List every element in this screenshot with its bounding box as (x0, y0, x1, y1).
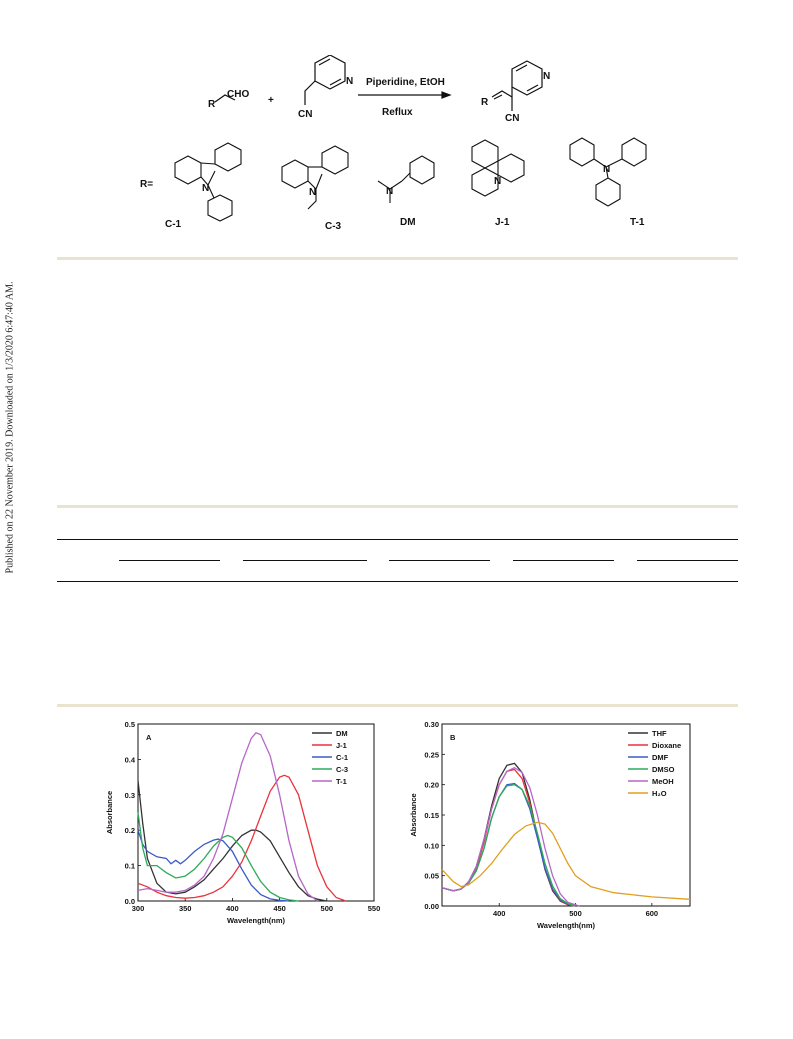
substituent-dm: DM (400, 217, 416, 228)
x-tick-label: 450 (273, 904, 286, 913)
y-tick-label: 0.3 (125, 791, 135, 800)
y-tick-label: 0.0 (125, 897, 135, 906)
legend-label: DMF (652, 753, 669, 762)
plus-sign: + (268, 95, 274, 106)
series-line (441, 766, 580, 907)
r-equals-label: R= (140, 179, 153, 190)
substituent-c3: C-3 (325, 221, 342, 232)
section-rule (57, 704, 738, 707)
pyridine-n-reactant: N (346, 76, 353, 87)
plot-frame (441, 723, 691, 907)
y-tick-label: 0.20 (424, 781, 439, 790)
table-group-rule (243, 560, 367, 561)
y-tick-label: 0.15 (424, 811, 439, 820)
reaction-scheme: R CHO + CN N Piperidine, EtOH Reflux R C… (140, 55, 647, 232)
legend-label: DM (336, 729, 348, 738)
series-line (137, 732, 318, 902)
legend-label: C-1 (336, 753, 348, 762)
r-label-product: R (481, 97, 489, 108)
substituent-j1: J-1 (495, 217, 510, 228)
pyridine-ring-product (511, 60, 543, 96)
conditions-top: Piperidine, EtOH (366, 77, 445, 88)
download-notice: Published on 22 November 2019. Downloade… (4, 281, 16, 574)
nitrile-label-product: CN (505, 113, 519, 124)
series-line (441, 784, 576, 907)
nitrile-label-reactant: CN (298, 109, 312, 120)
aldehyde-bond (214, 94, 236, 103)
y-tick-label: 0.05 (424, 872, 439, 881)
series-line (137, 774, 346, 902)
x-axis-label: Wavelength(nm) (227, 916, 286, 925)
legend-label: C-3 (336, 765, 348, 774)
x-tick-label: 400 (226, 904, 239, 913)
c1-n: N (202, 183, 209, 194)
absorbance-chart-b: 400 500 600 0.00 0.05 0.10 0.15 0.20 0.25 0.30 Wav… (409, 720, 691, 930)
section-rule (57, 505, 738, 508)
y-tick-label: 0.25 (424, 750, 439, 759)
x-tick-label: 300 (132, 904, 145, 913)
table-group-rule (389, 560, 490, 561)
x-tick-label: 550 (368, 904, 381, 913)
aldehyde-label: CHO (227, 89, 249, 100)
series-line (137, 812, 299, 902)
table-header-rule (57, 581, 738, 582)
table-group-rule (637, 560, 738, 561)
x-tick-label: 500 (569, 909, 582, 918)
series-line (137, 780, 327, 902)
series-line (441, 821, 691, 900)
legend-label: Dioxane (652, 741, 681, 750)
x-tick-label: 400 (493, 909, 506, 918)
dm-n: N (386, 186, 393, 197)
section-rule (57, 257, 738, 260)
substituent-c1: C-1 (165, 219, 182, 230)
pyridine-ring-reactant (314, 55, 346, 90)
y-tick-label: 0.1 (125, 862, 135, 871)
x-tick-label: 500 (321, 904, 334, 913)
absorbance-chart-a: 300 350 400 450 500 550 0.0 0.1 0.2 0.3 0.4 0.5 Wave… (105, 720, 381, 925)
x-axis-label: Wavelength(nm) (537, 921, 596, 930)
legend-label: J-1 (336, 741, 347, 750)
y-tick-label: 0.10 (424, 841, 439, 850)
r-label-reactant: R (208, 99, 216, 110)
t1-n: N (603, 164, 610, 175)
panel-label: B (450, 733, 456, 742)
y-tick-label: 0.00 (424, 902, 439, 911)
y-tick-label: 0.4 (125, 755, 136, 764)
table-group-rule (513, 560, 614, 561)
legend-label: T-1 (336, 777, 347, 786)
pyridine-n-product: N (543, 71, 550, 82)
y-tick-label: 0.2 (125, 826, 135, 835)
series-line (137, 829, 290, 902)
legend-label: MeOH (652, 777, 674, 786)
c3-n: N (309, 187, 316, 198)
substituent-t1: T-1 (630, 217, 645, 228)
x-tick-label: 350 (179, 904, 192, 913)
legend-label: H₂O (652, 789, 667, 798)
panel-label: A (146, 733, 152, 742)
legend-label: DMSO (652, 765, 675, 774)
j1-n: N (494, 176, 501, 187)
y-axis-label: Absorbance (409, 793, 418, 836)
x-tick-label: 600 (646, 909, 659, 918)
y-tick-label: 0.30 (424, 720, 439, 729)
y-axis-label: Absorbance (105, 791, 114, 834)
y-tick-label: 0.5 (125, 720, 135, 729)
table-group-rule (119, 560, 220, 561)
table-top-rule (57, 539, 738, 540)
legend-label: THF (652, 729, 667, 738)
conditions-bottom: Reflux (382, 107, 413, 118)
